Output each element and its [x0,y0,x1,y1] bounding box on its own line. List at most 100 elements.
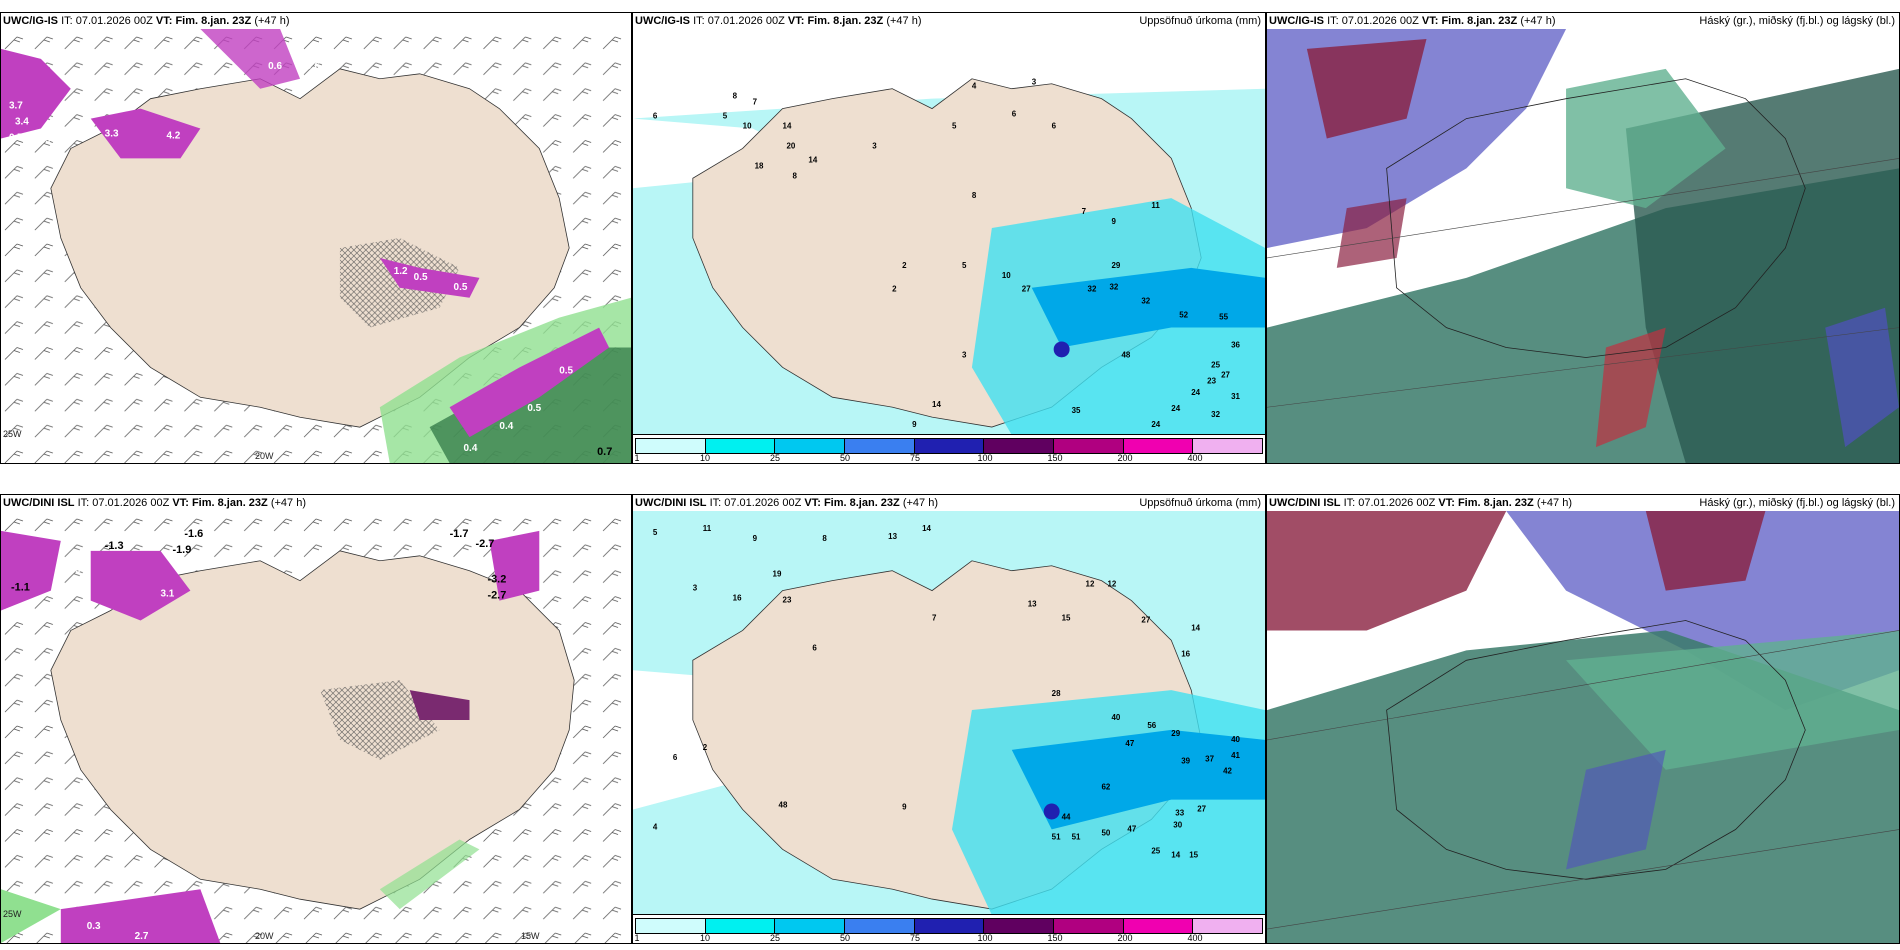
colorbar-label: 25 [769,933,781,943]
svg-text:6: 6 [812,643,817,652]
svg-text:6: 6 [1052,122,1057,131]
colorbar-label: 75 [909,453,921,463]
colorbar-label: 100 [977,453,993,463]
svg-text:8: 8 [733,92,738,101]
svg-text:3: 3 [693,584,698,593]
lat-label: 25W [3,909,22,919]
svg-text:7: 7 [753,98,758,107]
svg-text:18: 18 [755,161,764,170]
svg-text:3: 3 [962,350,967,359]
panel-title: UWC/IG-IS IT: 07.01.2026 00Z VT: Fim. 8.… [635,15,922,27]
svg-text:12: 12 [1086,580,1095,589]
svg-text:14: 14 [808,155,817,164]
precip-map: 5 8 6 8 7 10 14 20 14 18 4 3 6 5 6 3 2 2… [633,29,1265,435]
svg-text:29: 29 [1171,729,1180,738]
svg-text:14: 14 [932,400,941,409]
panel-top-right: UWC/IG-IS IT: 07.01.2026 00Z VT: Fim. 8.… [1266,12,1900,464]
svg-text:23: 23 [783,596,792,605]
svg-text:33: 33 [1175,808,1184,817]
value-label: 0.5 [67,565,81,576]
colorbar-label: 400 [1187,933,1203,943]
svg-text:8: 8 [822,534,827,543]
svg-text:9: 9 [902,803,907,812]
svg-text:27: 27 [1141,615,1150,624]
svg-text:7: 7 [932,613,937,622]
svg-text:51: 51 [1072,832,1081,841]
panel-top-middle: UWC/IG-IS IT: 07.01.2026 00Z VT: Fim. 8.… [632,12,1266,464]
value-label: 0.5 [559,365,573,376]
svg-text:24: 24 [1151,420,1160,429]
value-label: 0.5 [454,282,468,293]
wind-precip-map: 3.7 3.4 0.7 0.9 3.3 4.2 0.6 0.6 1.2 0.5 … [1,29,631,463]
svg-text:14: 14 [783,122,792,131]
svg-text:48: 48 [1121,350,1130,359]
svg-text:12: 12 [1107,580,1116,589]
panel-subtitle: Háský (gr.), miðský (fj.bl.) og lágský (… [1699,15,1895,27]
svg-text:27: 27 [1022,285,1031,294]
svg-text:8: 8 [972,191,977,200]
svg-text:5: 5 [952,122,957,131]
svg-text:27: 27 [1221,370,1230,379]
value-label: 0.7 [9,132,23,143]
value-label: 0.4 [464,443,478,454]
panel-title: UWC/DINI ISL IT: 07.01.2026 00Z VT: Fim.… [3,497,306,509]
svg-text:55: 55 [1219,313,1228,322]
panel-title: UWC/IG-IS IT: 07.01.2026 00Z VT: Fim. 8.… [3,15,290,27]
svg-text:14: 14 [922,524,931,533]
precip-map: 5 11 9 8 13 14 12 19 16 23 3 6 7 12 13 1… [633,511,1265,915]
precip-values: 5 11 9 8 13 14 12 19 16 23 3 6 7 12 13 1… [653,524,1241,859]
svg-text:9: 9 [1111,217,1116,226]
svg-text:47: 47 [1125,739,1134,748]
svg-text:4: 4 [972,82,977,91]
svg-text:27: 27 [1197,805,1206,814]
svg-text:40: 40 [1111,713,1120,722]
svg-text:50: 50 [1102,828,1111,837]
value-label: 3.1 [160,589,174,600]
value-label: 3.3 [105,129,119,140]
value-label: 0.6 [306,61,320,72]
value-label: -1.3 [105,540,124,552]
value-label: 0.4 [499,421,513,432]
svg-text:32: 32 [1211,410,1220,419]
colorbar-label: 75 [909,933,921,943]
panel-bottom-right: UWC/DINI ISL IT: 07.01.2026 00Z VT: Fim.… [1266,494,1900,944]
iceland-land [50,550,575,910]
colorbar-label: 100 [977,933,993,943]
svg-text:11: 11 [1151,201,1160,210]
svg-text:44: 44 [1062,812,1071,821]
svg-text:35: 35 [1072,406,1081,415]
svg-text:16: 16 [1181,649,1190,658]
colorbar-label: 200 [1117,453,1133,463]
svg-text:16: 16 [733,594,742,603]
svg-text:37: 37 [1205,755,1214,764]
svg-text:3: 3 [1032,78,1037,87]
svg-text:28: 28 [1052,689,1061,698]
svg-text:7: 7 [1082,207,1087,216]
value-label: 0.6 [268,61,282,72]
svg-text:29: 29 [1111,261,1120,270]
colorbar-label: 50 [839,453,851,463]
svg-text:2: 2 [703,743,708,752]
lat-label: 25W [3,429,22,439]
colorbar-label: 1 [634,453,640,463]
svg-text:25: 25 [1211,360,1220,369]
svg-text:62: 62 [1102,783,1111,792]
svg-text:11: 11 [703,524,712,533]
svg-text:14: 14 [1171,850,1180,859]
svg-text:15: 15 [1062,613,1071,622]
value-label: 4.2 [166,131,180,142]
value-label: 0.5 [527,403,541,414]
svg-text:6: 6 [673,753,678,762]
svg-text:14: 14 [1191,623,1200,632]
panel-bottom-left: UWC/DINI ISL IT: 07.01.2026 00Z VT: Fim.… [0,494,632,944]
panel-title: UWC/IG-IS IT: 07.01.2026 00Z VT: Fim. 8.… [1269,15,1556,27]
value-label: -1.6 [184,528,203,540]
value-label: 0.5 [414,272,428,283]
lon-label: 15W [521,931,540,941]
colorbar: 1 10 25 50 75 100 150 200 400 [633,914,1265,943]
svg-text:30: 30 [1173,820,1182,829]
svg-text:8: 8 [792,171,797,180]
svg-text:9: 9 [912,420,917,429]
svg-text:4: 4 [653,822,658,831]
svg-text:32: 32 [1088,285,1097,294]
